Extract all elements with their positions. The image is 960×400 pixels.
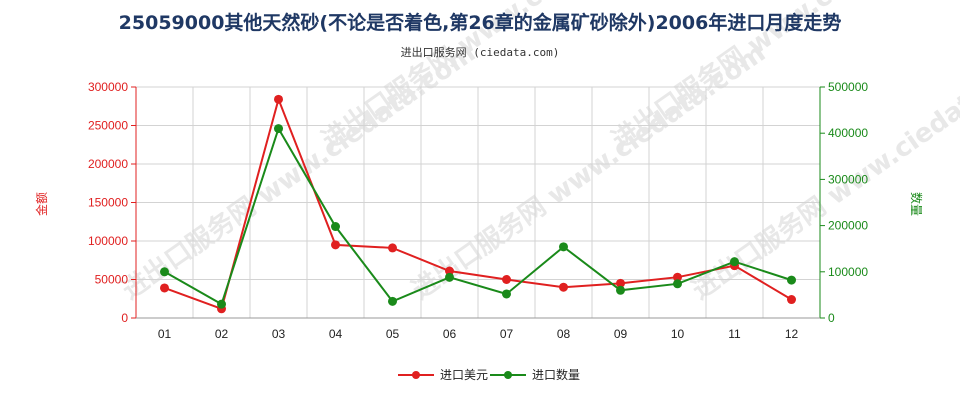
x-tick-label: 07 (500, 327, 514, 341)
legend: 进口美元 进口数量 (398, 367, 580, 382)
data-point (388, 243, 397, 253)
left-tick-label: 100000 (88, 234, 128, 248)
left-tick-label: 200000 (88, 157, 128, 171)
data-point (559, 282, 568, 292)
series-line (164, 126, 792, 306)
left-tick-label: 50000 (95, 273, 129, 287)
legend-marker (412, 371, 420, 379)
data-point (616, 285, 625, 295)
x-tick-label: 12 (785, 327, 799, 341)
plot-area: 050000100000150000200000250000300000金额01… (34, 80, 924, 341)
x-tick-label: 06 (443, 327, 457, 341)
data-point (388, 296, 397, 306)
legend-label: 进口数量 (532, 367, 580, 382)
right-tick-label: 300000 (828, 172, 868, 186)
data-point (331, 240, 340, 250)
right-tick-label: 400000 (828, 126, 868, 140)
x-tick-label: 05 (386, 327, 400, 341)
left-tick-label: 300000 (88, 80, 128, 94)
right-axis-label: 数量 (909, 192, 924, 216)
x-tick-label: 10 (671, 327, 685, 341)
data-point (673, 272, 682, 282)
data-point (445, 266, 454, 276)
data-point (217, 299, 226, 309)
data-point (616, 278, 625, 288)
left-tick-label: 250000 (88, 119, 128, 133)
x-tick-label: 04 (329, 327, 343, 341)
x-tick-label: 08 (557, 327, 571, 341)
legend-marker (504, 371, 512, 379)
x-tick-label: 01 (158, 327, 172, 341)
right-tick-label: 500000 (828, 80, 868, 94)
left-tick-label: 150000 (88, 196, 128, 210)
chart-subtitle: 进出口服务网 (ciedata.com) (401, 45, 560, 59)
chart-title: 25059000其他天然砂(不论是否着色,第26章的金属矿砂除外)2006年进口… (119, 11, 842, 34)
data-point (274, 94, 283, 104)
data-point (160, 267, 169, 277)
right-tick-label: 200000 (828, 219, 868, 233)
data-point (160, 283, 169, 293)
data-point (787, 275, 796, 285)
x-tick-label: 02 (215, 327, 229, 341)
data-point (559, 242, 568, 252)
data-point (274, 124, 283, 134)
data-point (787, 295, 796, 305)
legend-label: 进口美元 (440, 368, 488, 382)
x-tick-label: 09 (614, 327, 628, 341)
data-point (502, 275, 511, 284)
x-tick-label: 11 (728, 327, 741, 341)
x-tick-label: 03 (272, 327, 286, 341)
data-point (673, 279, 682, 289)
series-line (164, 96, 793, 311)
data-point (331, 222, 340, 232)
data-point (730, 257, 739, 267)
data-point (445, 272, 454, 282)
left-tick-label: 0 (121, 311, 128, 325)
left-axis-label: 金额 (34, 192, 49, 216)
data-point (502, 289, 511, 299)
right-tick-label: 0 (828, 311, 835, 325)
right-tick-label: 100000 (828, 265, 868, 279)
